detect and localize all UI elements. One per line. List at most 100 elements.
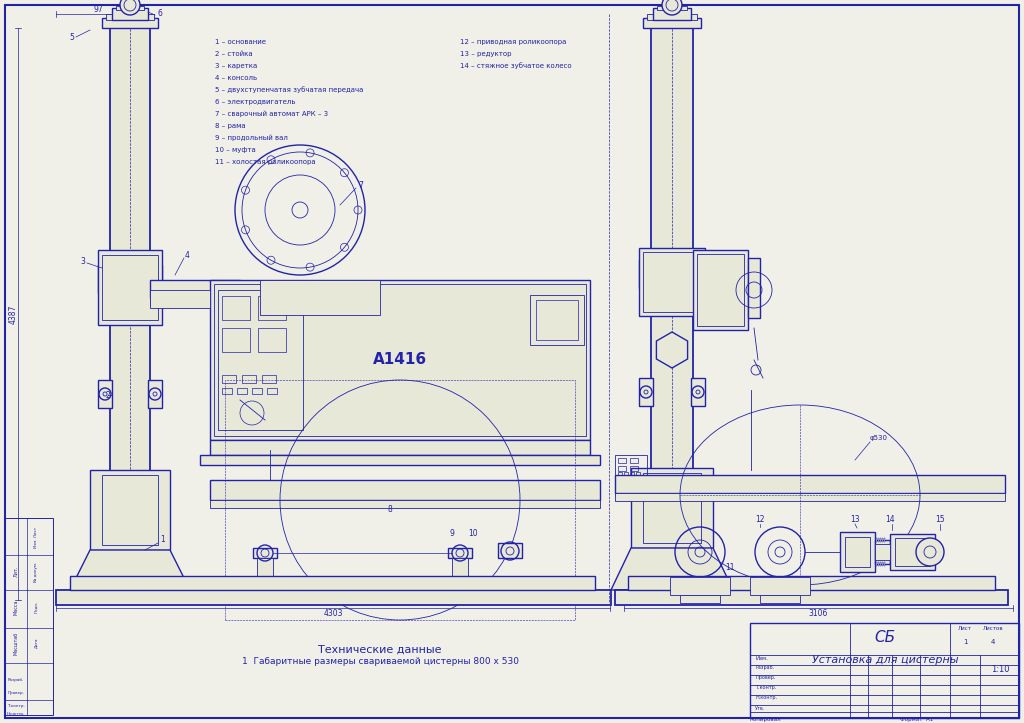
Text: 2 – стойка: 2 – стойка bbox=[215, 51, 253, 57]
Text: 13: 13 bbox=[850, 515, 860, 524]
Text: 12 – приводная роликоопора: 12 – приводная роликоопора bbox=[460, 39, 566, 45]
Text: Лит.: Лит. bbox=[13, 565, 18, 577]
Text: 10: 10 bbox=[468, 529, 477, 539]
Bar bbox=[222, 296, 250, 320]
Text: 13 – редуктор: 13 – редуктор bbox=[460, 51, 512, 57]
Text: Н.контр.: Н.контр. bbox=[755, 696, 777, 701]
Bar bbox=[697, 254, 744, 326]
Bar bbox=[222, 388, 232, 394]
Bar bbox=[106, 14, 154, 20]
Text: Разраб.: Разраб. bbox=[755, 665, 774, 670]
Text: 4: 4 bbox=[185, 250, 189, 260]
Bar bbox=[890, 534, 935, 570]
Bar bbox=[218, 290, 303, 430]
Bar bbox=[210, 500, 600, 508]
Bar bbox=[691, 260, 705, 288]
Text: Формат  А1: Формат А1 bbox=[900, 717, 933, 722]
Bar bbox=[116, 6, 144, 10]
Bar bbox=[110, 20, 150, 590]
Bar bbox=[615, 590, 1008, 605]
Bar bbox=[98, 250, 162, 325]
Bar bbox=[691, 378, 705, 406]
Bar bbox=[98, 265, 112, 293]
Bar bbox=[615, 475, 1005, 493]
Text: 1 – основание: 1 – основание bbox=[215, 39, 266, 45]
Bar bbox=[670, 577, 730, 595]
Text: Т.контр.: Т.контр. bbox=[755, 685, 776, 690]
Text: Провер.: Провер. bbox=[755, 675, 775, 680]
Bar bbox=[647, 14, 697, 20]
Bar bbox=[895, 538, 930, 566]
Bar bbox=[748, 258, 760, 318]
Text: Масса: Масса bbox=[13, 599, 18, 615]
Text: Изм. Лист: Изм. Лист bbox=[34, 526, 38, 547]
Bar bbox=[643, 18, 701, 28]
Text: 9 – продольный вал: 9 – продольный вал bbox=[215, 134, 288, 141]
Text: А1416: А1416 bbox=[373, 353, 427, 367]
Bar bbox=[237, 388, 247, 394]
Bar bbox=[102, 255, 158, 320]
Bar bbox=[253, 548, 278, 558]
Bar bbox=[498, 543, 522, 558]
Polygon shape bbox=[656, 332, 687, 368]
Text: 4 – консоль: 4 – консоль bbox=[215, 75, 257, 81]
Text: Утв.: Утв. bbox=[755, 706, 765, 711]
Bar bbox=[618, 466, 626, 471]
Text: Копировал: Копировал bbox=[750, 717, 781, 722]
Bar bbox=[148, 380, 162, 408]
Bar bbox=[112, 8, 148, 20]
Text: 6: 6 bbox=[157, 9, 162, 19]
Bar bbox=[628, 576, 995, 590]
Text: 3: 3 bbox=[80, 257, 85, 267]
Bar bbox=[624, 472, 628, 476]
Text: 1  Габаритные размеры свариваемой цистерны 800 x 530: 1 Габаритные размеры свариваемой цистерн… bbox=[242, 657, 518, 667]
Text: Подп.: Подп. bbox=[34, 601, 38, 613]
Bar bbox=[210, 480, 600, 500]
Bar bbox=[643, 252, 701, 312]
Circle shape bbox=[120, 0, 140, 15]
Bar bbox=[639, 378, 653, 406]
Bar bbox=[242, 375, 256, 383]
Bar bbox=[618, 472, 622, 476]
Bar bbox=[693, 250, 748, 330]
Bar bbox=[630, 458, 638, 463]
Bar bbox=[630, 472, 634, 476]
Text: № докум.: № докум. bbox=[34, 562, 38, 582]
Bar bbox=[750, 623, 1019, 718]
Bar bbox=[618, 458, 626, 463]
Bar bbox=[639, 260, 653, 288]
Polygon shape bbox=[611, 548, 733, 590]
Text: 1: 1 bbox=[160, 536, 165, 544]
Bar bbox=[56, 590, 611, 605]
Text: 3 – каретка: 3 – каретка bbox=[215, 63, 257, 69]
Text: 4387: 4387 bbox=[8, 304, 17, 324]
Bar bbox=[615, 455, 647, 495]
Bar bbox=[874, 540, 890, 564]
Text: 97: 97 bbox=[93, 4, 102, 14]
Bar bbox=[452, 558, 468, 583]
Text: Установка для цистерны: Установка для цистерны bbox=[812, 655, 958, 665]
Text: 8 – рама: 8 – рама bbox=[215, 123, 246, 129]
Text: 7 – сварочный автомат АРК – 3: 7 – сварочный автомат АРК – 3 bbox=[215, 111, 328, 117]
Text: Изм.: Изм. bbox=[755, 656, 768, 661]
Bar bbox=[150, 280, 240, 298]
Bar bbox=[98, 380, 112, 408]
Text: 5: 5 bbox=[69, 33, 74, 43]
Text: Технические данные: Технические данные bbox=[318, 645, 441, 655]
Bar bbox=[258, 296, 286, 320]
Text: φ530: φ530 bbox=[870, 435, 888, 441]
Bar bbox=[257, 558, 273, 583]
Text: Масштаб: Масштаб bbox=[13, 631, 18, 654]
Bar bbox=[102, 18, 158, 28]
Text: 1:10: 1:10 bbox=[991, 665, 1010, 675]
Text: 8: 8 bbox=[388, 505, 392, 515]
Bar bbox=[102, 475, 158, 545]
Text: Провер.: Провер. bbox=[7, 691, 25, 695]
Bar bbox=[150, 290, 210, 308]
Text: 5 – двухступенчатая зубчатая передача: 5 – двухступенчатая зубчатая передача bbox=[215, 87, 364, 93]
Bar bbox=[70, 576, 595, 590]
Text: 12: 12 bbox=[756, 515, 765, 524]
Text: 7: 7 bbox=[358, 181, 362, 189]
Text: Разраб.: Разраб. bbox=[8, 678, 25, 682]
Text: Дата: Дата bbox=[34, 638, 38, 649]
